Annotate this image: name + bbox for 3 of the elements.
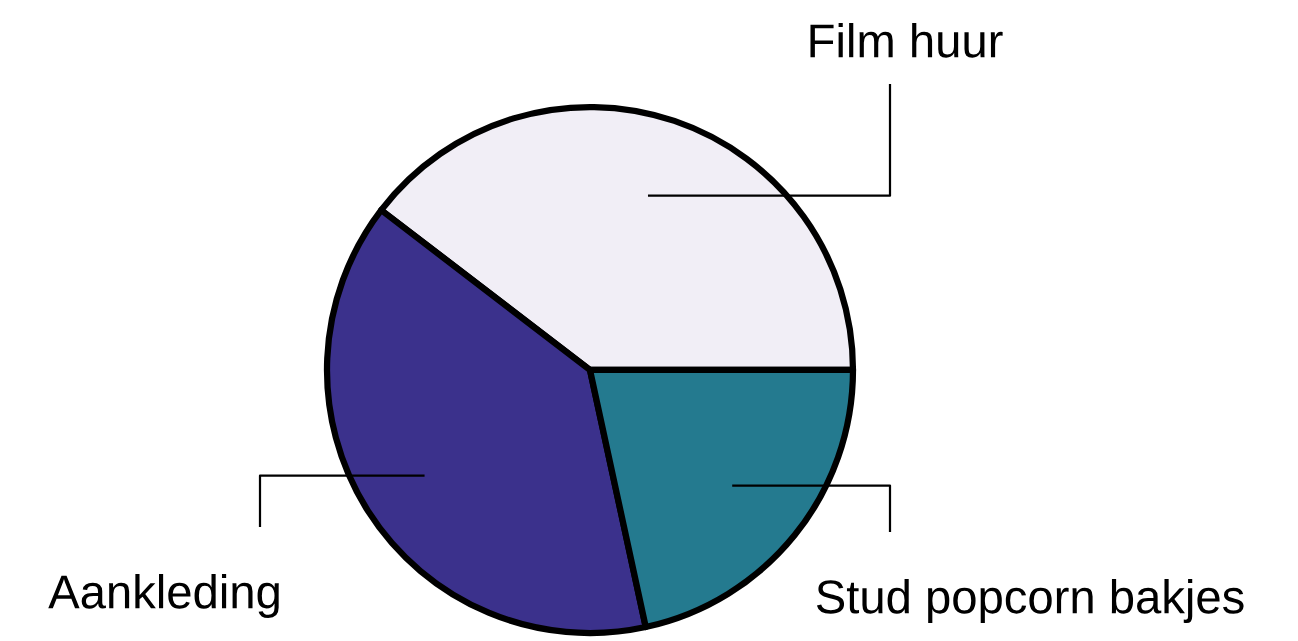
slice-label: Aankleding xyxy=(48,573,279,619)
slice-label: Stud popcorn bakjes xyxy=(816,578,1244,624)
slice-label: Film huur xyxy=(810,22,1003,58)
